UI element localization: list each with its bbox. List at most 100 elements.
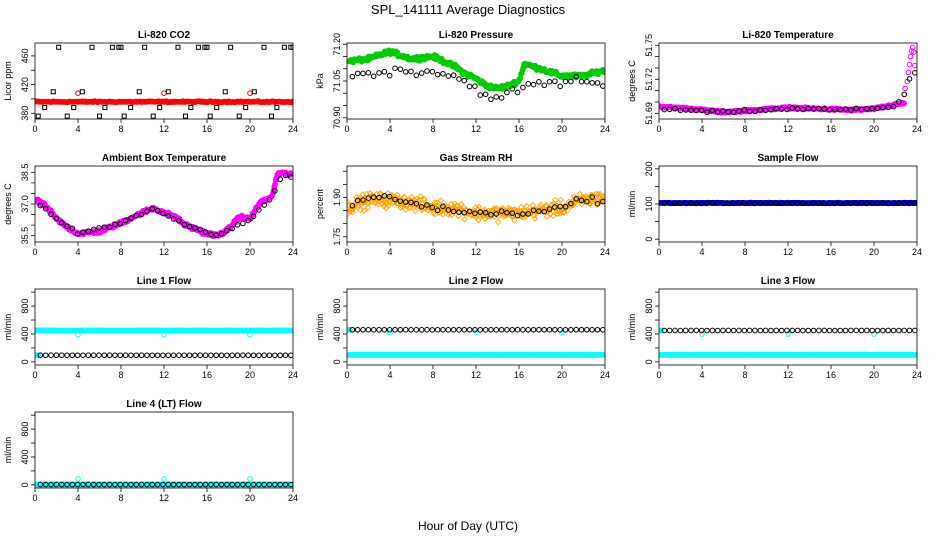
data-point bbox=[520, 84, 526, 91]
x-tick-label: 24 bbox=[288, 247, 298, 257]
data-point bbox=[853, 105, 860, 112]
data-point bbox=[245, 217, 252, 224]
data-point bbox=[188, 105, 194, 111]
data-point bbox=[530, 81, 537, 88]
data-point bbox=[805, 327, 812, 334]
data-point bbox=[181, 221, 188, 228]
data-point bbox=[901, 100, 907, 107]
series-0 bbox=[35, 327, 293, 334]
data-point bbox=[682, 107, 689, 113]
data-point bbox=[364, 204, 372, 211]
x-tick-label: 0 bbox=[656, 124, 661, 134]
data-point bbox=[901, 200, 907, 207]
data-point bbox=[165, 352, 172, 359]
data-point bbox=[261, 481, 268, 488]
x-tick-label: 12 bbox=[159, 370, 169, 380]
data-point bbox=[149, 206, 156, 212]
data-point bbox=[402, 199, 409, 205]
y-tick-label: 800 bbox=[332, 299, 342, 314]
x-tick-label: 4 bbox=[75, 124, 80, 134]
data-point bbox=[688, 327, 694, 334]
data-point bbox=[408, 199, 414, 206]
data-point bbox=[214, 105, 220, 111]
data-point bbox=[725, 109, 732, 115]
data-point bbox=[245, 352, 252, 359]
x-tick-label: 24 bbox=[288, 124, 298, 134]
data-point bbox=[282, 352, 289, 359]
data-point bbox=[376, 194, 382, 201]
data-point bbox=[186, 352, 193, 359]
data-point bbox=[794, 327, 801, 334]
data-point bbox=[672, 327, 678, 334]
data-point bbox=[117, 220, 124, 227]
data-point bbox=[499, 205, 507, 212]
data-point bbox=[58, 352, 65, 359]
data-point bbox=[842, 327, 849, 334]
data-point bbox=[250, 481, 257, 488]
series-3 bbox=[37, 352, 293, 359]
x-tick-label: 12 bbox=[471, 370, 481, 380]
data-point bbox=[578, 78, 585, 85]
y-axis: 1.75 1.90 bbox=[332, 170, 347, 246]
data-point bbox=[245, 481, 252, 488]
data-point bbox=[224, 227, 230, 234]
data-point bbox=[213, 232, 220, 239]
data-point bbox=[365, 326, 372, 333]
data-point bbox=[784, 327, 790, 334]
x-tick-label: 4 bbox=[387, 124, 392, 134]
data-point bbox=[832, 106, 838, 113]
data-point bbox=[869, 105, 876, 112]
data-point bbox=[720, 327, 726, 334]
data-point bbox=[213, 481, 220, 488]
data-point bbox=[488, 96, 494, 103]
data-point bbox=[688, 107, 694, 113]
data-point bbox=[584, 78, 590, 85]
y-tick-label: 0 bbox=[644, 359, 654, 364]
data-point bbox=[90, 481, 97, 488]
data-point bbox=[573, 195, 580, 202]
x-tick-label: 16 bbox=[202, 370, 212, 380]
data-point bbox=[356, 194, 363, 202]
data-point bbox=[277, 176, 283, 183]
panel-title: Line 2 Flow bbox=[449, 276, 504, 287]
series-2 bbox=[661, 69, 917, 116]
x-tick-label: 4 bbox=[699, 124, 704, 134]
data-point bbox=[576, 190, 584, 198]
data-point bbox=[778, 106, 785, 112]
data-point bbox=[666, 106, 673, 113]
panel-title: Sample Flow bbox=[757, 153, 818, 164]
data-point bbox=[208, 352, 214, 359]
data-point bbox=[424, 326, 430, 333]
data-point bbox=[601, 197, 605, 205]
y-tick-label: 1.75 bbox=[332, 228, 342, 246]
data-point bbox=[396, 195, 404, 203]
data-point bbox=[202, 352, 209, 359]
data-point bbox=[370, 73, 377, 80]
data-point bbox=[778, 327, 785, 334]
series-0 bbox=[347, 351, 605, 358]
data-point bbox=[290, 44, 293, 50]
data-point bbox=[429, 204, 436, 211]
data-point bbox=[195, 44, 201, 50]
data-point bbox=[79, 89, 85, 95]
data-point bbox=[53, 215, 60, 222]
data-point bbox=[407, 204, 414, 211]
data-point bbox=[37, 481, 44, 488]
x-axis: 0 4 8 12 16 20 24 bbox=[656, 119, 922, 134]
plot-area bbox=[347, 189, 605, 226]
data-point bbox=[277, 352, 283, 359]
data-point bbox=[243, 105, 249, 111]
data-point bbox=[541, 326, 548, 333]
plot-area bbox=[35, 44, 293, 119]
x-tick-label: 8 bbox=[430, 124, 435, 134]
series-1 bbox=[75, 476, 253, 482]
data-point bbox=[224, 352, 230, 359]
data-point bbox=[149, 481, 156, 488]
data-point bbox=[450, 208, 457, 215]
data-point bbox=[197, 352, 204, 359]
data-point bbox=[693, 327, 700, 334]
data-point bbox=[424, 202, 430, 208]
plot-area bbox=[659, 199, 917, 207]
x-tick-label: 0 bbox=[32, 124, 37, 134]
y-tick-label: 800 bbox=[644, 299, 654, 314]
